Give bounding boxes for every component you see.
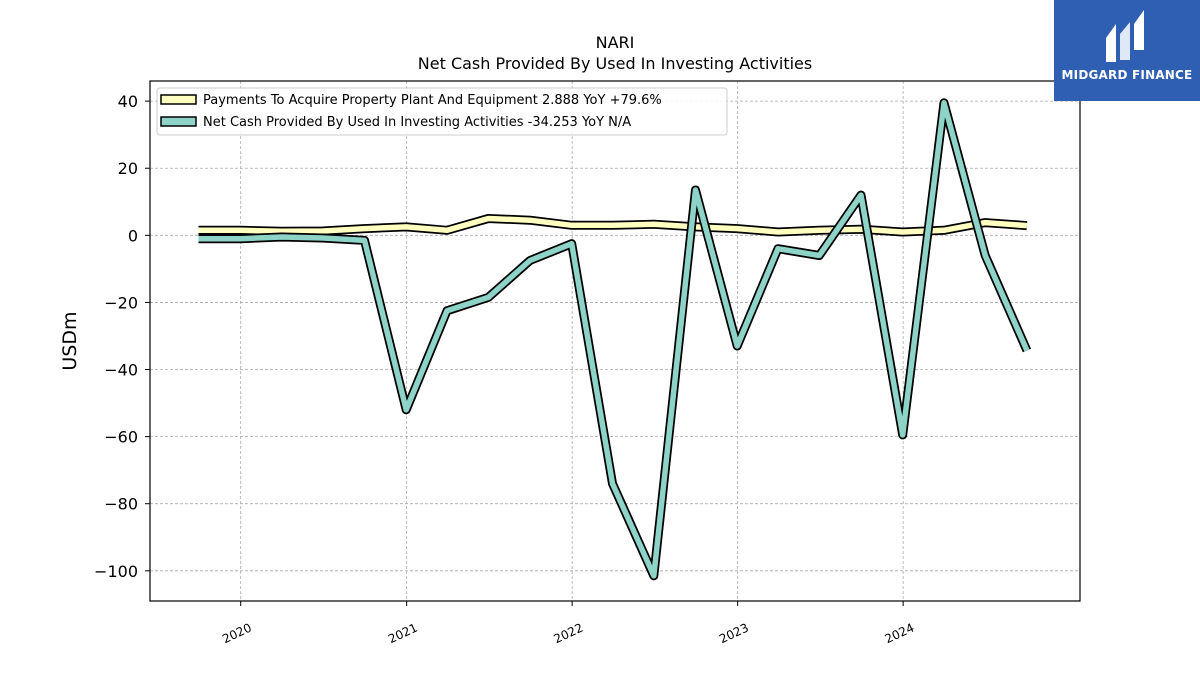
y-tick-label: 0 — [128, 226, 138, 245]
y-tick-label: 40 — [118, 92, 138, 111]
y-axis-label: USDm — [59, 311, 81, 370]
y-tick-label: −60 — [104, 428, 138, 447]
series-1-line — [198, 100, 1030, 579]
legend-label-ppe: Payments To Acquire Property Plant And E… — [203, 93, 662, 108]
x-tick-label: 2022 — [552, 621, 586, 647]
x-axis: 2020 2021 2022 2023 2024 — [220, 601, 916, 646]
plot-frame — [149, 80, 1081, 602]
legend-box — [156, 87, 728, 136]
chart-title-line: NARI — [595, 33, 635, 52]
chart-title: NARI Net Cash Provided By Used In Invest… — [150, 32, 1080, 74]
y-tick-label: −20 — [104, 293, 138, 312]
legend: Payments To Acquire Property Plant And E… — [156, 87, 728, 136]
logo-text: MIDGARD FINANCE — [1061, 68, 1193, 82]
x-tick-label: 2024 — [883, 621, 917, 647]
midgard-finance-logo: MIDGARD FINANCE — [1054, 0, 1200, 101]
legend-label-net-cash: Net Cash Provided By Used In Investing A… — [203, 115, 631, 130]
legend-swatch-ppe — [160, 94, 197, 105]
logo-mark-icon — [1106, 10, 1144, 62]
chart-subtitle-line: Net Cash Provided By Used In Investing A… — [417, 54, 813, 73]
y-tick-label: 20 — [118, 159, 138, 178]
x-tick-label: 2023 — [717, 621, 751, 647]
series-1-outline — [198, 98, 1032, 581]
y-tick-label: −40 — [104, 361, 138, 380]
y-axis: −100 −80 −60 −40 −20 0 20 40 — [94, 92, 150, 581]
y-tick-label: −100 — [94, 562, 138, 581]
x-tick-label: 2020 — [220, 621, 254, 647]
y-tick-label: −80 — [104, 495, 138, 514]
series-layer — [198, 98, 1032, 581]
legend-swatch-net-cash — [160, 116, 197, 127]
x-tick-label: 2021 — [386, 621, 420, 647]
series-0-line — [198, 215, 1028, 235]
